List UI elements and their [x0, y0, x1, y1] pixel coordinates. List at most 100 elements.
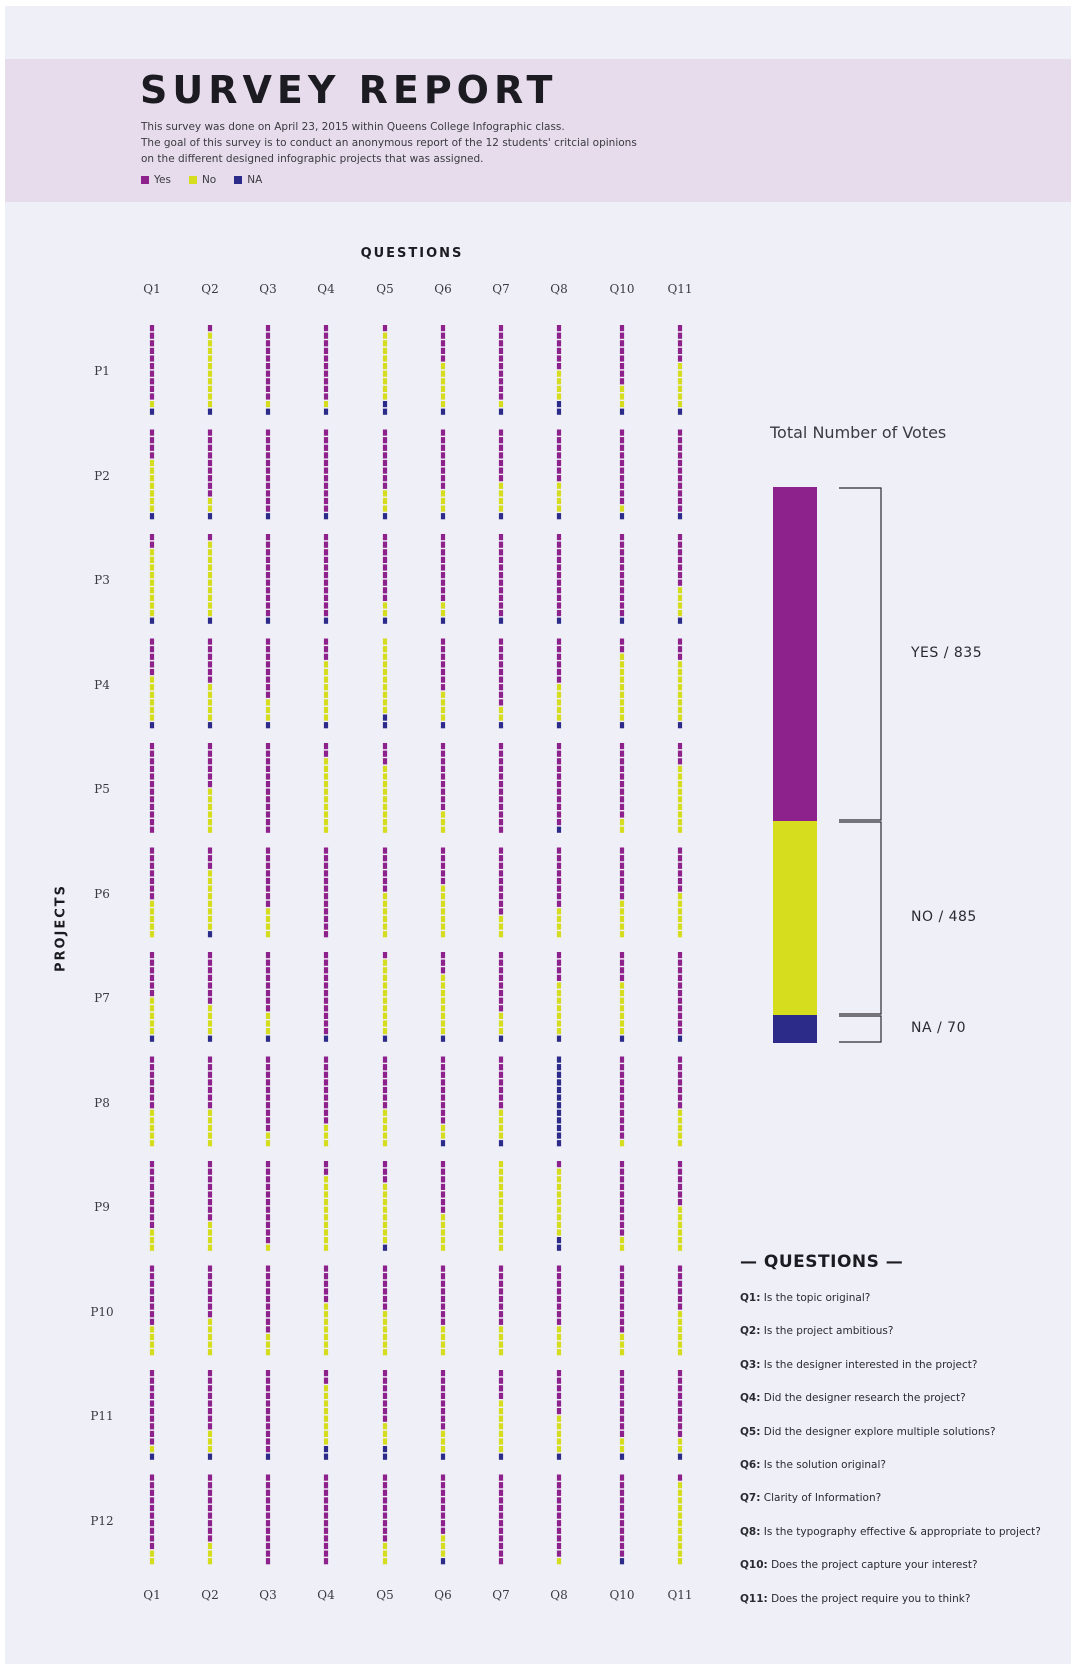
bar-p6-q3 [265, 847, 271, 938]
segment-yes [323, 877, 329, 885]
segment-yes [382, 847, 388, 854]
bar-p10-q2 [207, 1265, 213, 1356]
segment-yes [677, 505, 683, 512]
segment-yes [323, 541, 329, 548]
bar-p4-q5 [382, 638, 388, 729]
segment-yes [619, 1132, 625, 1139]
segment-yes [265, 676, 271, 683]
segment-yes [323, 475, 329, 482]
segment-yes [149, 826, 155, 833]
segment-no [556, 1028, 562, 1035]
segment-yes [677, 870, 683, 877]
description-line-2: The goal of this survey is to conduct an… [141, 137, 637, 149]
segment-yes [498, 847, 504, 854]
segment-no [382, 332, 388, 339]
segment-yes [556, 819, 562, 826]
segment-yes [619, 1064, 625, 1071]
segment-no [207, 1542, 213, 1550]
segment-yes [619, 1094, 625, 1101]
segment-yes [498, 332, 504, 339]
segment-no [677, 931, 683, 938]
segment-yes [382, 556, 388, 563]
segment-no [149, 1109, 155, 1116]
segment-no [149, 1446, 155, 1453]
segment-no [556, 1438, 562, 1445]
segment-yes [440, 1520, 446, 1527]
segment-no [323, 1349, 329, 1356]
segment-yes [265, 1094, 271, 1101]
column-label-top-q6: Q6 [434, 282, 452, 296]
segment-yes [323, 1482, 329, 1489]
segment-yes [619, 1535, 625, 1542]
segment-yes [382, 1064, 388, 1071]
segment-no [556, 1229, 562, 1236]
row-label-p4: P4 [94, 677, 110, 692]
segment-no [323, 691, 329, 698]
segment-yes [149, 855, 155, 862]
segment-yes [619, 1273, 625, 1280]
segment-yes [323, 587, 329, 594]
segment-na [619, 722, 625, 729]
segment-yes [619, 862, 625, 869]
question-text: Is the designer interested in the projec… [760, 1358, 978, 1371]
segment-yes [265, 444, 271, 451]
total-segment-na [773, 1015, 817, 1043]
segment-no [207, 378, 213, 385]
segment-yes [498, 877, 504, 885]
segment-no [619, 1446, 625, 1453]
segment-na [265, 722, 271, 729]
segment-yes [440, 1504, 446, 1512]
segment-yes [382, 1482, 388, 1489]
segment-yes [265, 475, 271, 482]
segment-no [619, 826, 625, 833]
legend-swatch-yes [141, 176, 149, 184]
poster-background [5, 6, 1071, 1664]
bar-p10-q6 [440, 1265, 446, 1356]
segment-no [440, 1349, 446, 1356]
segment-no [440, 505, 446, 512]
segment-na [149, 617, 155, 624]
segment-yes [149, 781, 155, 788]
segment-yes [323, 750, 329, 757]
segment-no [149, 1349, 155, 1356]
segment-na [149, 722, 155, 729]
segment-yes [207, 997, 213, 1004]
segment-yes [440, 1400, 446, 1407]
segment-yes [556, 900, 562, 907]
segment-no [619, 1005, 625, 1012]
segment-no [619, 706, 625, 714]
segment-yes [149, 1086, 155, 1094]
segment-yes [677, 750, 683, 757]
segment-yes [498, 653, 504, 660]
segment-no [382, 638, 388, 645]
segment-yes [207, 1535, 213, 1542]
segment-yes [619, 877, 625, 885]
question-item-q2: Q2: Is the project ambitious? [740, 1325, 893, 1337]
segment-no [265, 1140, 271, 1147]
segment-yes [323, 1295, 329, 1303]
segment-no [207, 1558, 213, 1565]
segment-yes [498, 452, 504, 459]
segment-yes [556, 811, 562, 818]
segment-yes [440, 684, 446, 691]
segment-yes [149, 1497, 155, 1504]
segment-yes [619, 1071, 625, 1078]
bar-p10-q4 [323, 1265, 329, 1356]
bar-p1-q4 [323, 325, 329, 415]
segment-no [677, 602, 683, 609]
bar-p12-q7 [498, 1474, 504, 1565]
segment-yes [498, 1482, 504, 1489]
segment-no [323, 1214, 329, 1221]
segment-yes [323, 1094, 329, 1101]
legend-label-no: No [201, 174, 217, 186]
segment-yes [265, 653, 271, 660]
segment-yes [265, 847, 271, 854]
segment-yes [323, 847, 329, 854]
segment-yes [619, 549, 625, 556]
segment-yes [382, 594, 388, 601]
segment-yes [556, 1504, 562, 1512]
segment-no [677, 594, 683, 601]
segment-na [382, 1453, 388, 1460]
segment-yes [149, 1288, 155, 1295]
row-label-p8: P8 [94, 1095, 110, 1110]
